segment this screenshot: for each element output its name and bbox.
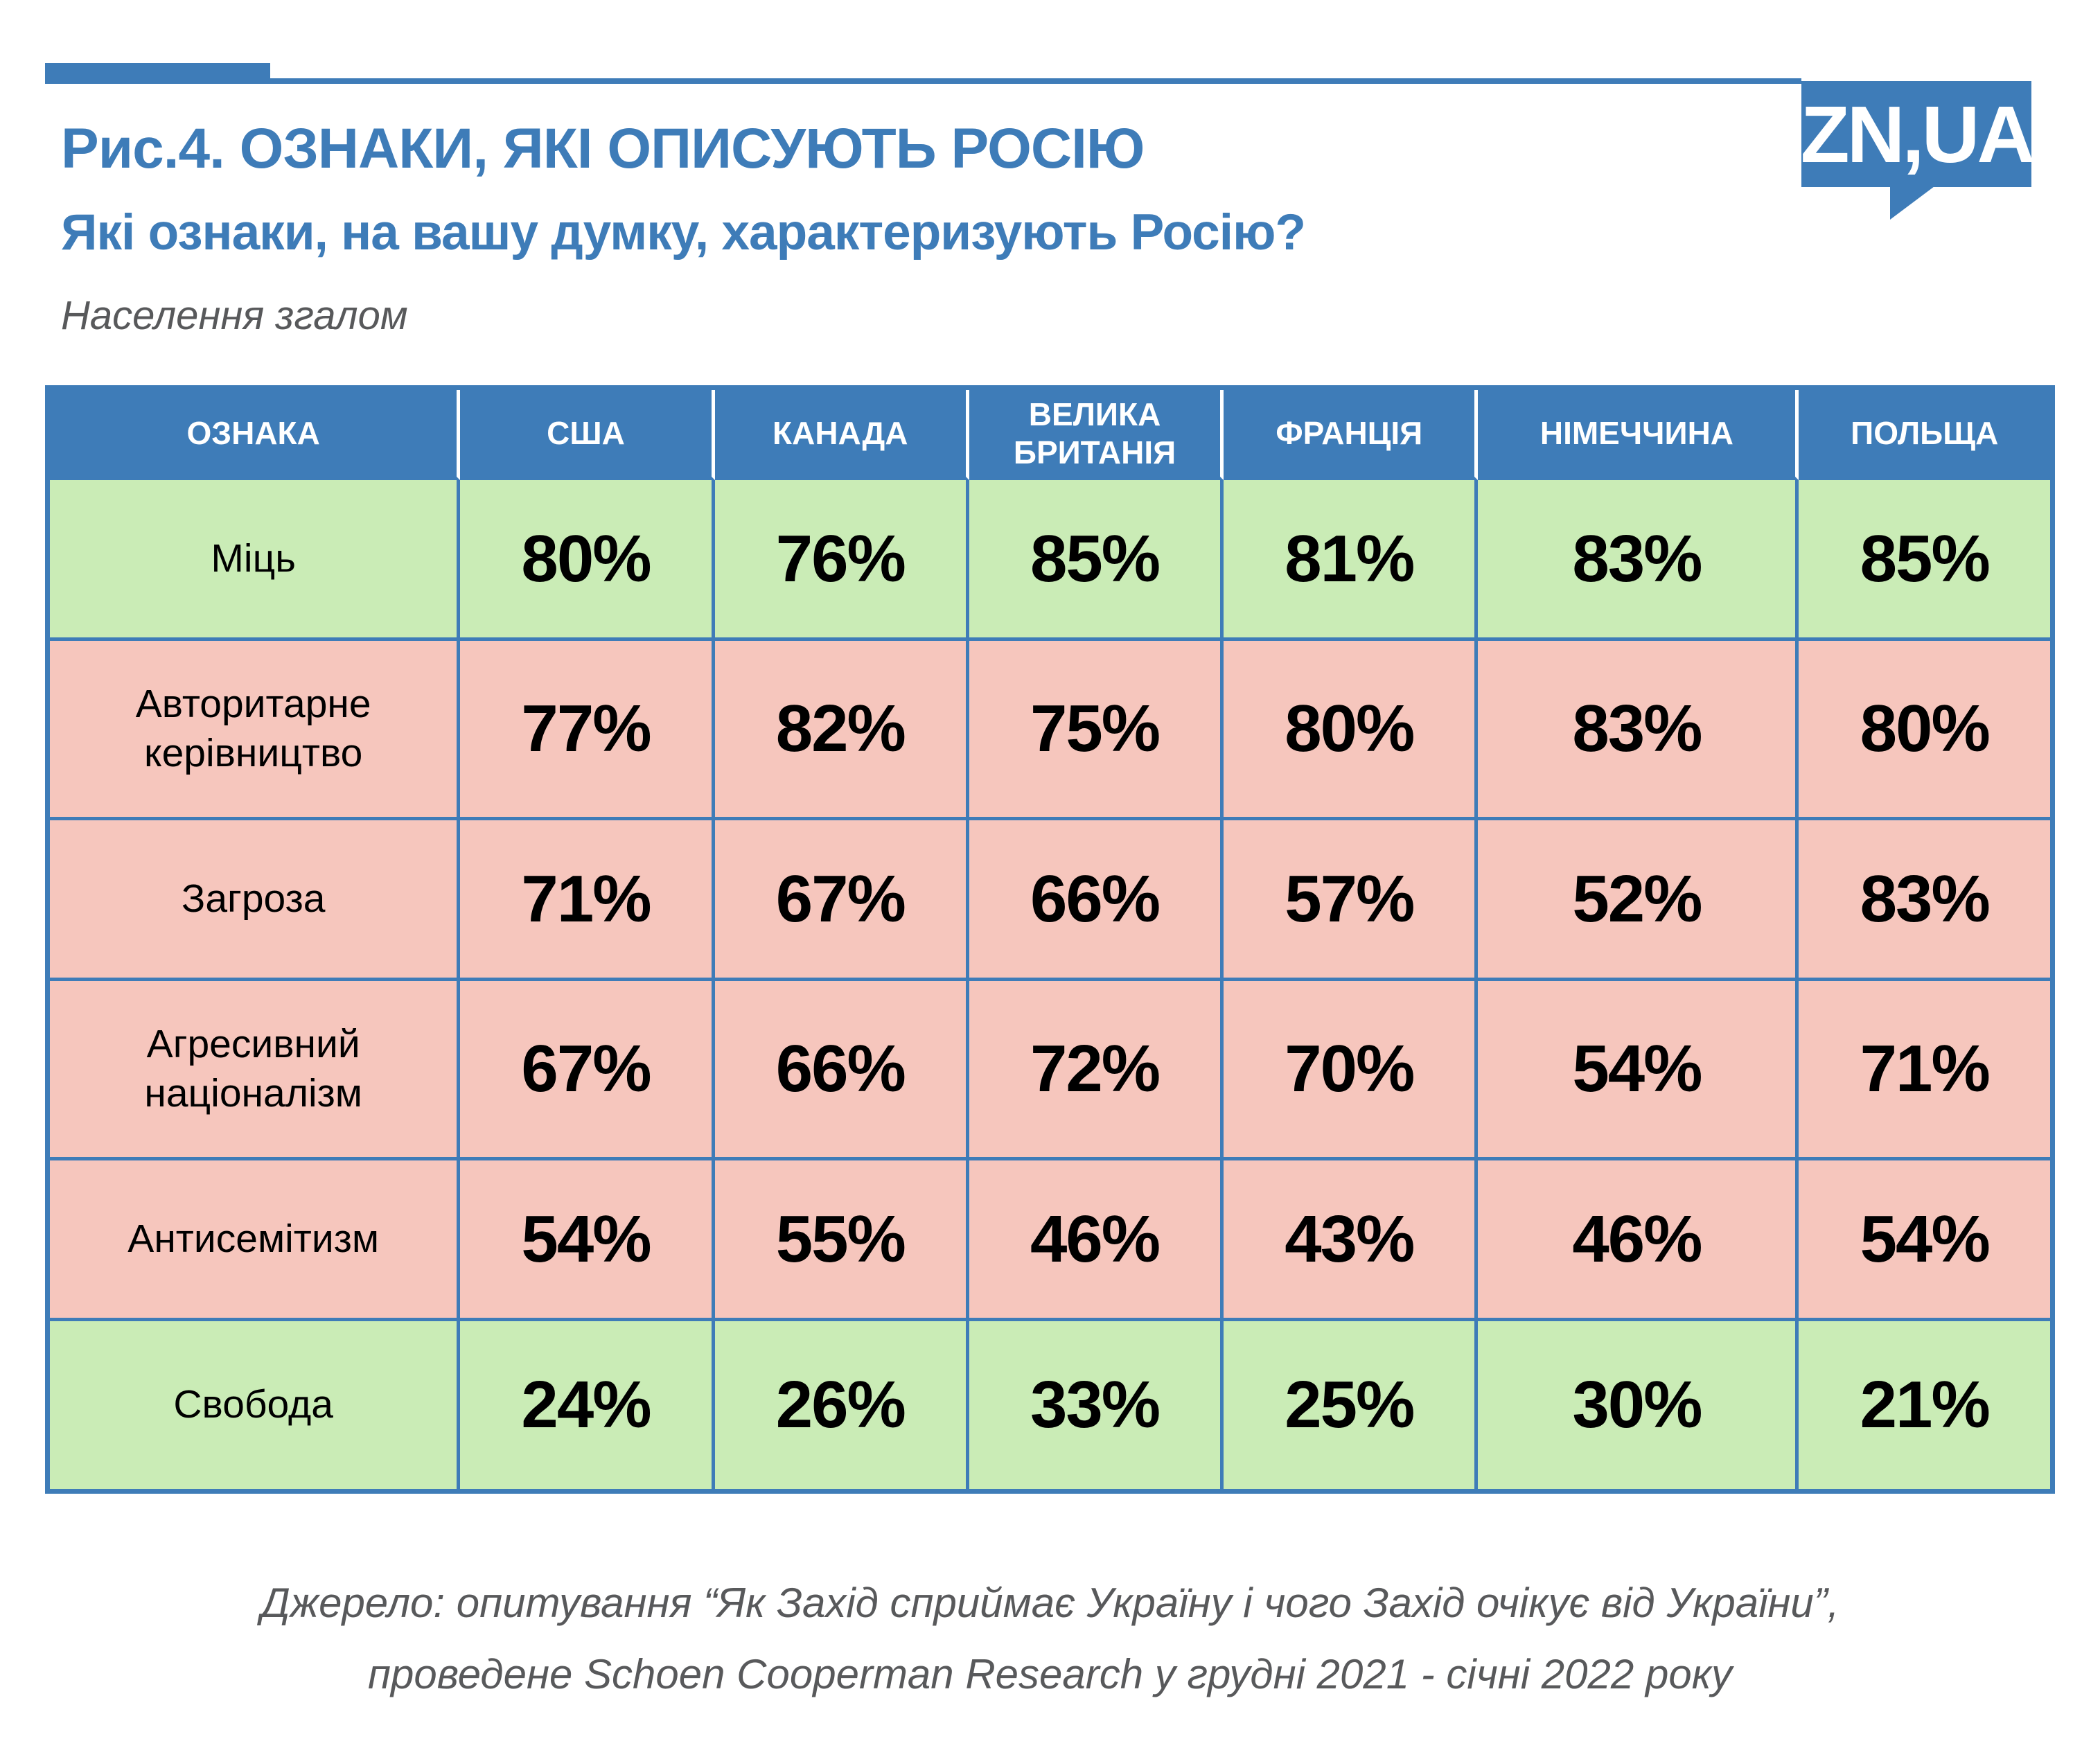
value-cell: 24% [460, 1321, 715, 1489]
column-header-attribute: ОЗНАКА [50, 390, 461, 480]
characteristics-table: ОЗНАКА США КАНАДА ВЕЛИКА БРИТАНІЯ ФРАНЦІЯ НІМ… [45, 385, 2055, 1494]
znua-logo-text: ZN,UA [1800, 89, 2035, 179]
value-cell: 25% [1224, 1321, 1479, 1489]
table-body: Міць 80% 76% 85% 81% 83% 85% Авторитарне керівн… [50, 480, 2050, 1489]
value-cell: 77% [460, 641, 715, 820]
table-row: Антисемітизм 54% 55% 46% 43% 46% 54% [50, 1160, 2050, 1321]
value-cell: 67% [714, 820, 969, 981]
value-cell: 71% [1799, 981, 2050, 1160]
column-header-country-2: КАНАДА [714, 390, 969, 480]
value-cell: 85% [969, 480, 1224, 641]
column-header-country-3: ВЕЛИКА БРИТАНІЯ [969, 390, 1224, 480]
accent-bar-thin-segment [270, 78, 1801, 84]
znua-logo-speech-tail [1890, 186, 1934, 220]
row-label: Агресивний націоналізм [50, 981, 461, 1160]
value-cell: 70% [1224, 981, 1479, 1160]
value-cell: 67% [460, 981, 715, 1160]
value-cell: 55% [714, 1160, 969, 1321]
value-cell: 81% [1224, 480, 1479, 641]
source-footer-line-1: Джерело: опитування “Як Захід сприймає У… [261, 1580, 1839, 1626]
source-footer-line-2: проведене Schoen Cooperman Research у гр… [367, 1651, 1733, 1698]
table-row: Загроза 71% 67% 66% 57% 52% 83% [50, 820, 2050, 981]
value-cell: 80% [460, 480, 715, 641]
column-header-country-6: ПОЛЬЩА [1799, 390, 2050, 480]
row-label: Антисемітизм [50, 1160, 461, 1321]
row-label: Свобода [50, 1321, 461, 1489]
figure-title: Рис.4. ОЗНАКИ, ЯКІ ОПИСУЮТЬ РОСІЮ [61, 117, 1145, 180]
row-label: Авторитарне керівництво [50, 641, 461, 820]
table-row: Міць 80% 76% 85% 81% 83% 85% [50, 480, 2050, 641]
value-cell: 66% [969, 820, 1224, 981]
source-footer: Джерело: опитування “Як Захід сприймає У… [0, 1567, 2100, 1710]
row-label: Міць [50, 480, 461, 641]
value-cell: 75% [969, 641, 1224, 820]
value-cell: 66% [714, 981, 969, 1160]
table-header: ОЗНАКА США КАНАДА ВЕЛИКА БРИТАНІЯ ФРАНЦІЯ НІМ… [50, 390, 2050, 480]
value-cell: 83% [1478, 641, 1799, 820]
value-cell: 54% [460, 1160, 715, 1321]
column-header-country-5: НІМЕЧЧИНА [1478, 390, 1799, 480]
population-note: Населення згалом [61, 293, 408, 338]
accent-bar-thick-segment [45, 63, 270, 84]
header-accent-bar [45, 63, 1801, 84]
value-cell: 83% [1799, 820, 2050, 981]
table-header-row: ОЗНАКА США КАНАДА ВЕЛИКА БРИТАНІЯ ФРАНЦІЯ НІМ… [50, 390, 2050, 480]
column-header-country-4: ФРАНЦІЯ [1224, 390, 1479, 480]
table-row: Авторитарне керівництво 77% 82% 75% 80% 83% 80… [50, 641, 2050, 820]
value-cell: 43% [1224, 1160, 1479, 1321]
znua-logo: ZN,UA [1800, 81, 2035, 220]
value-cell: 76% [714, 480, 969, 641]
value-cell: 52% [1478, 820, 1799, 981]
value-cell: 80% [1224, 641, 1479, 820]
table-row: Свобода 24% 26% 33% 25% 30% 21% [50, 1321, 2050, 1489]
value-cell: 72% [969, 981, 1224, 1160]
value-cell: 30% [1478, 1321, 1799, 1489]
value-cell: 33% [969, 1321, 1224, 1489]
value-cell: 46% [969, 1160, 1224, 1321]
value-cell: 46% [1478, 1160, 1799, 1321]
figure-question-subtitle: Які ознаки, на вашу думку, характеризуют… [61, 204, 1306, 261]
row-label: Загроза [50, 820, 461, 981]
value-cell: 83% [1478, 480, 1799, 641]
value-cell: 71% [460, 820, 715, 981]
value-cell: 21% [1799, 1321, 2050, 1489]
value-cell: 80% [1799, 641, 2050, 820]
table-row: Агресивний націоналізм 67% 66% 72% 70% 54% 71% [50, 981, 2050, 1160]
column-header-country-1: США [460, 390, 715, 480]
value-cell: 26% [714, 1321, 969, 1489]
value-cell: 54% [1478, 981, 1799, 1160]
value-cell: 85% [1799, 480, 2050, 641]
value-cell: 82% [714, 641, 969, 820]
value-cell: 57% [1224, 820, 1479, 981]
value-cell: 54% [1799, 1160, 2050, 1321]
